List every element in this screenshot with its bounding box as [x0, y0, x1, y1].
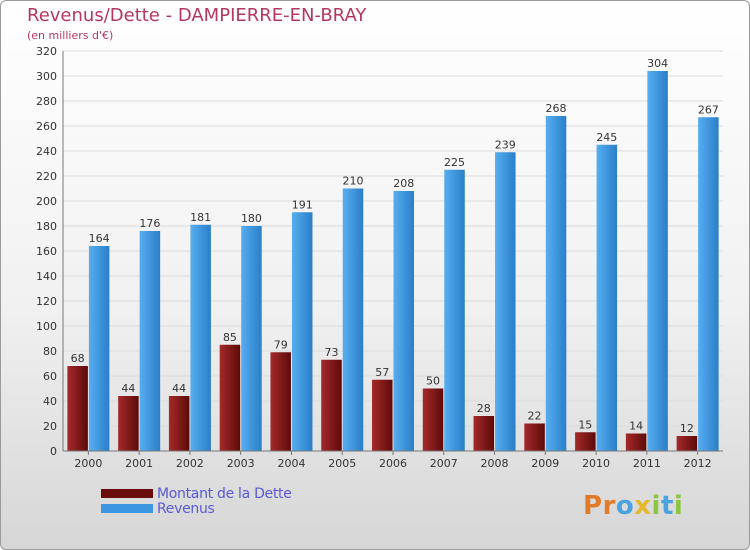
bar-revenus — [190, 224, 211, 451]
data-label-revenus: 208 — [393, 177, 414, 190]
bar-debt — [422, 388, 444, 451]
y-tick-label: 320 — [36, 45, 57, 58]
legend-swatch-debt — [101, 489, 153, 498]
x-tick-label: 2003 — [227, 457, 255, 470]
proxiti-logo: Proxiti — [583, 491, 683, 521]
y-tick-label: 80 — [43, 345, 57, 358]
data-label-debt: 15 — [578, 418, 592, 431]
bar-revenus — [342, 188, 364, 451]
data-label-revenus: 180 — [241, 212, 262, 225]
data-label-debt: 44 — [172, 382, 186, 395]
data-label-revenus: 176 — [139, 217, 160, 230]
data-label-debt: 85 — [223, 331, 237, 344]
bar-debt — [676, 436, 698, 451]
x-tick-label: 2005 — [328, 457, 356, 470]
chart-subtitle: (en milliers d'€) — [27, 29, 114, 42]
y-tick-label: 0 — [50, 445, 57, 458]
data-label-debt: 57 — [375, 366, 389, 379]
bar-revenus — [291, 212, 313, 451]
x-tick-label: 2008 — [481, 457, 509, 470]
y-tick-label: 240 — [36, 145, 57, 158]
bar-debt — [118, 396, 139, 451]
bar-revenus — [444, 169, 465, 451]
legend-swatch-revenus — [101, 504, 153, 513]
data-label-debt: 28 — [477, 402, 491, 415]
y-tick-label: 60 — [43, 370, 57, 383]
logo-letter: x — [634, 491, 652, 521]
bar-revenus — [393, 191, 414, 451]
data-label-revenus: 225 — [444, 156, 465, 169]
x-tick-label: 2012 — [684, 457, 712, 470]
legend-label-revenus: Revenus — [157, 501, 215, 517]
data-label-revenus: 181 — [190, 211, 211, 224]
bar-revenus — [647, 71, 668, 451]
bar-debt — [168, 396, 190, 451]
data-label-revenus: 304 — [647, 57, 668, 70]
data-label-debt: 12 — [680, 422, 694, 435]
bar-revenus — [241, 226, 262, 451]
bar-revenus — [545, 116, 567, 451]
logo-letter: r — [602, 491, 616, 521]
y-tick-label: 260 — [36, 120, 57, 133]
y-tick-label: 140 — [36, 270, 57, 283]
x-tick-label: 2000 — [74, 457, 102, 470]
bar-revenus — [495, 152, 516, 451]
data-label-revenus: 245 — [596, 131, 617, 144]
y-tick-label: 40 — [43, 395, 57, 408]
x-tick-label: 2006 — [379, 457, 407, 470]
data-label-debt: 50 — [426, 375, 440, 388]
logo-letter: o — [615, 491, 635, 521]
data-label-debt: 14 — [629, 420, 643, 433]
data-label-revenus: 268 — [546, 102, 567, 115]
data-label-revenus: 267 — [698, 103, 719, 116]
legend-label-debt: Montant de la Dette — [157, 486, 292, 502]
y-tick-label: 300 — [36, 70, 57, 83]
data-label-revenus: 164 — [89, 232, 110, 245]
data-label-revenus: 239 — [495, 138, 516, 151]
x-tick-label: 2011 — [633, 457, 661, 470]
bar-debt — [524, 423, 545, 451]
data-label-revenus: 191 — [292, 198, 313, 211]
bar-debt — [473, 416, 495, 451]
x-tick-label: 2004 — [277, 457, 305, 470]
data-label-debt: 68 — [71, 352, 85, 365]
logo-letter: P — [583, 491, 603, 521]
logo-letter: i — [651, 491, 661, 521]
x-tick-label: 2002 — [176, 457, 204, 470]
y-tick-label: 200 — [36, 195, 57, 208]
x-tick-label: 2007 — [430, 457, 458, 470]
data-label-debt: 73 — [324, 346, 338, 359]
logo-letter: i — [673, 491, 684, 521]
data-label-debt: 79 — [274, 338, 288, 351]
y-tick-label: 160 — [36, 245, 57, 258]
bar-revenus — [88, 246, 110, 451]
data-label-debt: 44 — [121, 382, 135, 395]
y-tick-label: 20 — [43, 420, 57, 433]
y-tick-label: 220 — [36, 170, 57, 183]
x-tick-label: 2001 — [125, 457, 153, 470]
bar-revenus — [698, 117, 719, 451]
y-tick-label: 100 — [36, 320, 57, 333]
x-tick-label: 2009 — [531, 457, 559, 470]
x-tick-label: 2010 — [582, 457, 610, 470]
bar-debt — [321, 359, 342, 451]
bar-revenus — [596, 144, 618, 451]
bar-debt — [575, 432, 596, 451]
bar-debt — [372, 379, 393, 451]
y-tick-label: 180 — [36, 220, 57, 233]
bar-debt — [625, 433, 647, 451]
bar-debt — [219, 344, 241, 451]
chart-title: Revenus/Dette - DAMPIERRE-EN-BRAY — [27, 5, 367, 26]
data-label-revenus: 210 — [342, 175, 363, 188]
bar-debt — [67, 366, 88, 451]
logo-letter: t — [660, 491, 674, 521]
bar-revenus — [139, 231, 161, 451]
bar-debt — [270, 352, 291, 451]
y-tick-label: 120 — [36, 295, 57, 308]
y-tick-label: 280 — [36, 95, 57, 108]
data-label-debt: 22 — [528, 410, 542, 423]
